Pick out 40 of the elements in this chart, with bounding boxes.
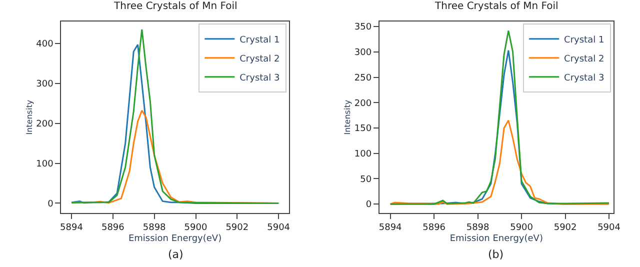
y-tick-label: 100 xyxy=(354,150,372,160)
y-tick-label: 400 xyxy=(36,40,54,50)
chart-title: Three Crystals of Mn Foil xyxy=(113,1,238,12)
x-tick-label: 5900 xyxy=(510,223,534,233)
x-tick-label: 5900 xyxy=(184,223,208,233)
x-tick-label: 5902 xyxy=(226,223,249,233)
chart-title: Three Crystals of Mn Foil xyxy=(434,1,558,12)
x-axis-title: Emission Energy(eV) xyxy=(450,234,543,244)
y-axis-title: Intensity xyxy=(343,100,352,135)
x-tick-label: 5898 xyxy=(142,223,166,233)
legend-label: Crystal 3 xyxy=(564,73,604,84)
legend-label: Crystal 1 xyxy=(240,35,280,46)
y-tick-label: 0 xyxy=(366,200,372,210)
x-tick-label: 5902 xyxy=(554,223,577,233)
x-tick-label: 5904 xyxy=(267,223,290,233)
y-tick-label: 300 xyxy=(354,48,372,58)
legend-label: Crystal 2 xyxy=(564,54,604,64)
x-tick-label: 5894 xyxy=(378,223,402,233)
text: (b) xyxy=(488,248,504,261)
x-tick-label: 5894 xyxy=(60,223,84,233)
legend-label: Crystal 2 xyxy=(240,54,280,64)
x-tick-label: 5904 xyxy=(598,223,621,233)
y-tick-label: 350 xyxy=(354,22,372,33)
x-tick-label: 5898 xyxy=(466,223,490,233)
y-axis-title: Intensity xyxy=(24,100,34,135)
y-tick-label: 100 xyxy=(36,159,54,170)
y-tick-label: 200 xyxy=(36,119,54,130)
x-tick-label: 5896 xyxy=(422,223,446,233)
y-tick-label: 250 xyxy=(354,73,372,84)
y-tick-label: 150 xyxy=(354,124,372,134)
legend-label: Crystal 1 xyxy=(564,35,604,46)
x-axis-title: Emission Energy(eV) xyxy=(128,234,222,244)
text: (a) xyxy=(168,248,184,261)
line-series xyxy=(390,120,610,205)
legend-label: Crystal 3 xyxy=(240,73,280,84)
x-tick-label: 5896 xyxy=(101,223,125,233)
y-tick-label: 200 xyxy=(354,98,372,109)
y-tick-label: 300 xyxy=(36,80,54,90)
y-tick-label: 50 xyxy=(360,174,372,185)
y-tick-label: 0 xyxy=(48,199,54,210)
